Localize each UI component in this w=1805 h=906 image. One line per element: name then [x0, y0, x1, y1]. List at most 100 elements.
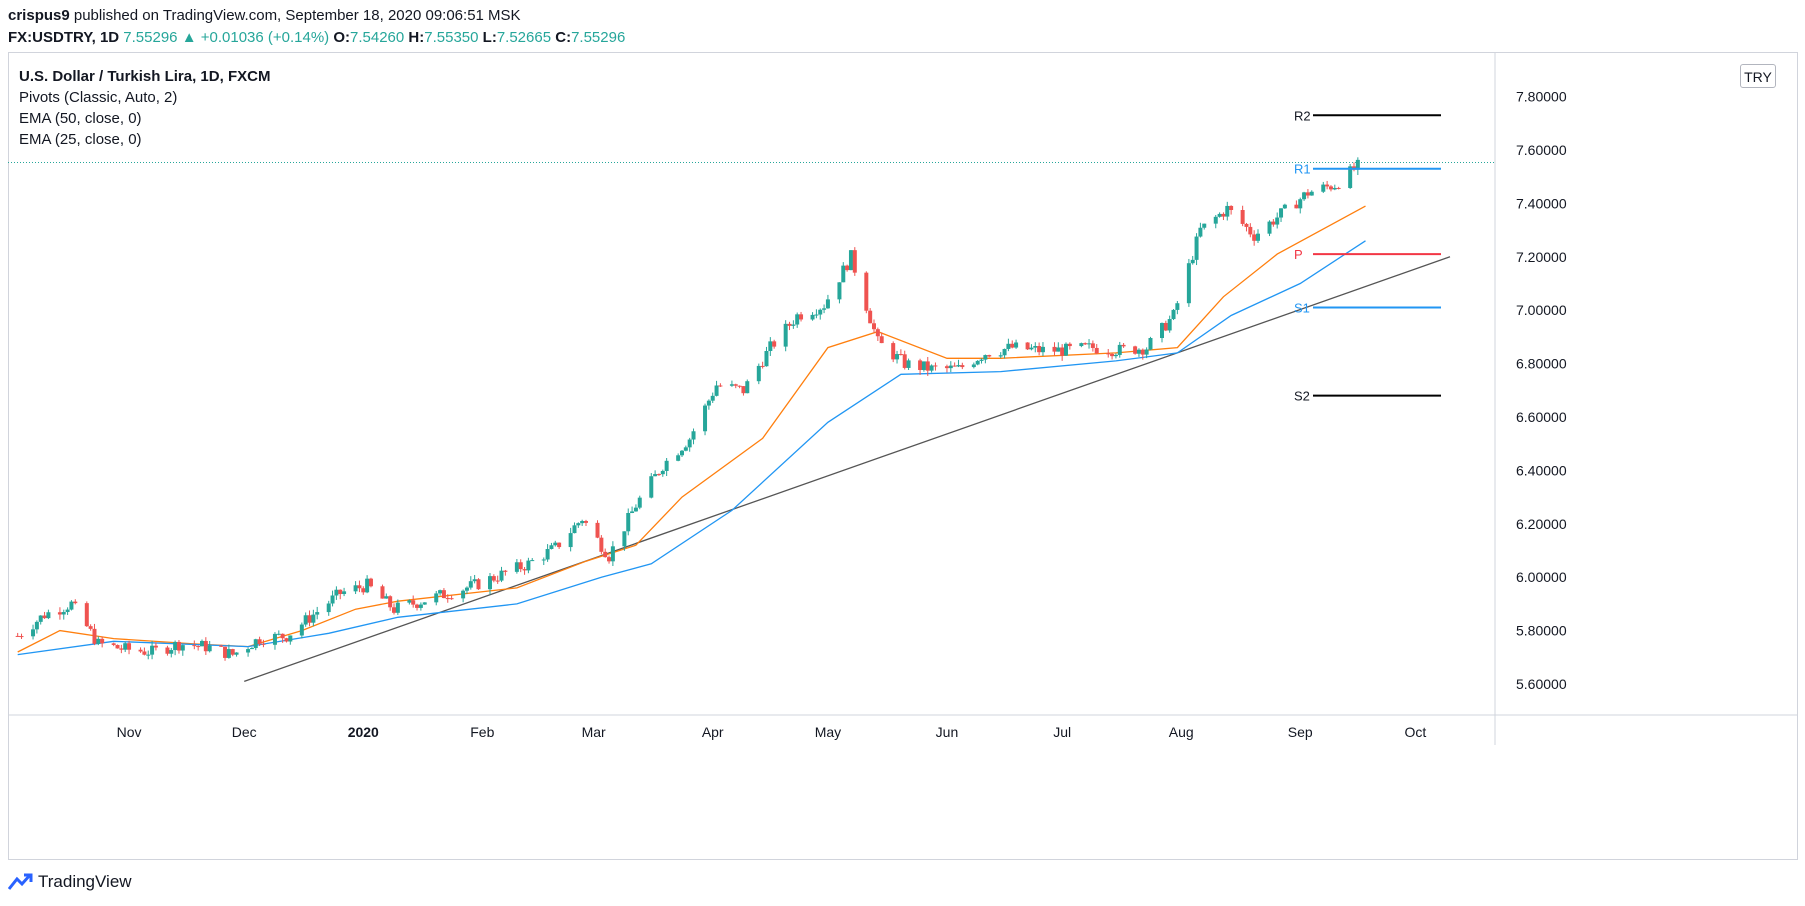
- x-tick-label: Mar: [582, 724, 606, 740]
- candle-body: [745, 381, 750, 394]
- candle-body: [342, 591, 347, 595]
- candle-body: [584, 521, 588, 523]
- candle-body: [872, 323, 876, 330]
- candle-body: [1167, 319, 1172, 331]
- candle-body: [891, 343, 896, 360]
- candle-body: [288, 635, 293, 642]
- candle-body: [979, 359, 984, 361]
- candle-body: [526, 560, 531, 571]
- y-tick-label: 7.00000: [1516, 302, 1567, 318]
- published-text: published on TradingView.com, September …: [69, 7, 521, 24]
- candle-body: [261, 643, 266, 645]
- candle-body: [15, 635, 20, 637]
- candle-body: [799, 314, 804, 320]
- candle-body: [595, 522, 600, 538]
- candle-body: [902, 354, 907, 368]
- candle-body: [1240, 210, 1245, 224]
- candle-body: [1194, 236, 1199, 260]
- candle-body: [691, 431, 696, 440]
- author-name[interactable]: crispus9: [8, 7, 70, 24]
- candle-body: [1213, 216, 1218, 224]
- candle-body: [1271, 221, 1276, 225]
- candle-body: [365, 578, 370, 593]
- candle-body: [357, 585, 362, 589]
- candle-body: [1225, 205, 1230, 217]
- candle-body: [553, 542, 558, 546]
- up-arrow-icon: ▲: [181, 29, 197, 46]
- candle-body: [522, 569, 527, 571]
- x-tick-label: Dec: [232, 724, 257, 740]
- candle-body: [710, 395, 715, 401]
- candle-body: [96, 638, 101, 644]
- candle-body: [918, 360, 923, 370]
- candle-body: [1282, 204, 1287, 209]
- candle-body: [852, 250, 857, 273]
- candle-body: [599, 537, 604, 552]
- legend-ema25[interactable]: EMA (25, close, 0): [19, 131, 142, 148]
- candle-body: [760, 365, 765, 367]
- y-tick-label: 6.00000: [1516, 569, 1567, 585]
- currency-button[interactable]: TRY: [1740, 64, 1776, 88]
- candle-body: [461, 590, 466, 599]
- candle-body: [1040, 346, 1045, 353]
- candle-body: [464, 587, 469, 591]
- candle-body: [729, 384, 734, 386]
- candle-body: [1298, 199, 1303, 209]
- candle-body: [875, 329, 880, 337]
- legend-ema50[interactable]: EMA (50, close, 0): [19, 110, 142, 127]
- candle-body: [1140, 349, 1145, 355]
- candle-body: [864, 272, 869, 311]
- publish-info: crispus9 published on TradingView.com, S…: [8, 7, 521, 24]
- pivot-r1-label: R1: [1294, 162, 1311, 177]
- candle-body: [311, 614, 316, 623]
- tradingview-brand[interactable]: TradingView: [8, 872, 132, 892]
- candle-body: [1052, 346, 1057, 352]
- x-tick-label: Jul: [1053, 724, 1071, 740]
- candle-body: [906, 360, 911, 368]
- candle-body: [438, 590, 443, 594]
- candle-body: [61, 612, 66, 615]
- candle-body: [31, 629, 36, 637]
- candle-body: [249, 648, 254, 650]
- pivot-s1-label: S1: [1294, 301, 1310, 316]
- candle-body: [1198, 227, 1203, 237]
- pivot-s2-label: S2: [1294, 389, 1310, 404]
- candle-body: [921, 361, 926, 370]
- candle-body: [895, 354, 900, 360]
- candle-body: [971, 364, 976, 368]
- candle-body: [230, 649, 235, 655]
- candle-body: [518, 562, 523, 570]
- candle-body: [741, 386, 746, 394]
- candle-body: [1029, 347, 1034, 350]
- low-label: L:: [482, 29, 497, 46]
- candle-body: [476, 579, 481, 590]
- trendline: [244, 256, 1451, 682]
- candle-body: [610, 546, 615, 562]
- y-tick-label: 7.80000: [1516, 89, 1567, 105]
- candle-body: [253, 639, 258, 649]
- candle-body: [100, 638, 105, 644]
- candle-body: [925, 361, 930, 371]
- candle-body: [165, 647, 170, 654]
- candle-body: [57, 612, 62, 615]
- ema25-line: [17, 205, 1366, 653]
- candle-body: [368, 578, 373, 587]
- candle-body: [1083, 343, 1088, 345]
- candle-body: [361, 588, 366, 593]
- candle-body: [607, 557, 612, 562]
- candle-body: [656, 474, 661, 476]
- candle-body: [491, 576, 496, 581]
- x-tick-label: Sep: [1288, 724, 1313, 740]
- candle-body: [468, 581, 473, 588]
- candle-body: [960, 365, 965, 368]
- candle-body: [929, 365, 934, 371]
- legend-pivots[interactable]: Pivots (Classic, Auto, 2): [19, 89, 178, 106]
- candle-body: [810, 314, 815, 320]
- candle-body: [737, 385, 742, 387]
- candle-body: [284, 638, 289, 642]
- candle-body: [572, 525, 577, 534]
- candle-body: [395, 602, 400, 613]
- candle-body: [1325, 184, 1330, 187]
- candle-body: [1136, 349, 1141, 354]
